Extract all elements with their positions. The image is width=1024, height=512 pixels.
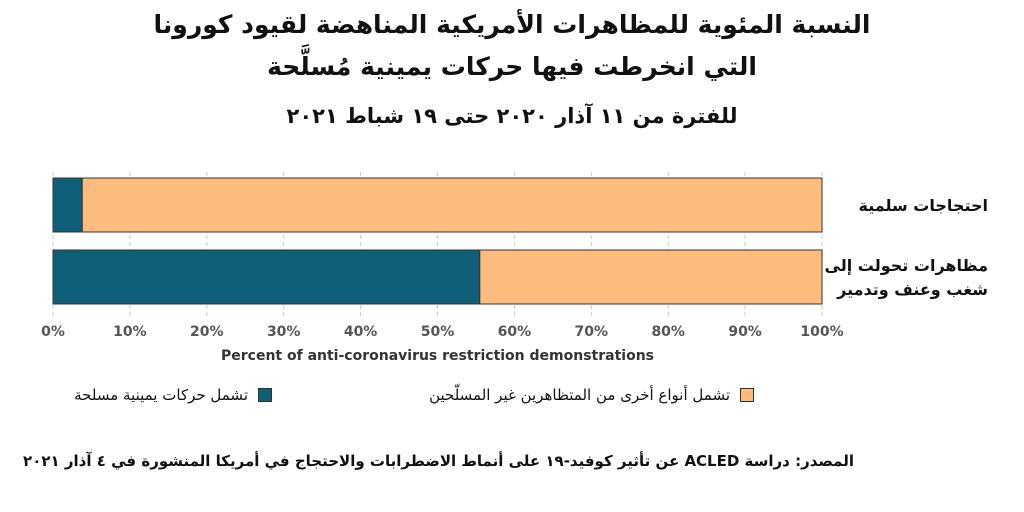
x-tick-label-5: 50% [421, 324, 455, 340]
x-tick-label-2: 20% [190, 324, 224, 340]
category-label-1-line-1: شغب وعنف وتدمير [836, 280, 988, 299]
x-axis-label: Percent of anti-coronavirus restriction … [221, 348, 654, 364]
legend-swatch-armed [258, 388, 272, 402]
bar-0-series-1 [81, 177, 823, 233]
category-label-0-line-0: احتجاجات سلمية [859, 196, 989, 215]
x-tick-label-6: 60% [498, 324, 532, 340]
x-tick-label-4: 40% [344, 324, 378, 340]
legend-item-other: تشمل أنواع أخرى من المتظاهرين غير المسلّ… [429, 386, 754, 404]
bar-1-series-0 [52, 249, 481, 305]
x-tick-label-3: 30% [267, 324, 301, 340]
x-tick-label-10: 100% [800, 324, 843, 340]
x-tick-label-0: 0% [41, 324, 65, 340]
legend-item-armed: تشمل حركات يمينية مسلحة [74, 386, 272, 404]
category-label-1-line-0: مظاهرات تحولت إلى [825, 256, 988, 275]
x-tick-label-9: 90% [728, 324, 762, 340]
legend-label-other: تشمل أنواع أخرى من المتظاهرين غير المسلّ… [429, 386, 730, 404]
bar-0-series-0 [52, 177, 83, 233]
legend-label-armed: تشمل حركات يمينية مسلحة [74, 386, 248, 404]
chart-subtitle: للفترة من ١١ آذار ٢٠٢٠ حتى ١٩ شباط ٢٠٢١ [286, 104, 738, 128]
x-tick-label-7: 70% [575, 324, 609, 340]
chart-title-line2: التي انخرطت فيها حركات يمينية مُسلَّحة [267, 52, 757, 81]
x-tick-label-1: 10% [113, 324, 147, 340]
source-note: المصدر: دراسة ACLED عن تأثير كوفيد-١٩ عل… [23, 452, 854, 470]
bar-1-series-1 [479, 249, 823, 305]
x-tick-label-8: 80% [651, 324, 685, 340]
chart-title-line1: النسبة المئوية للمظاهرات الأمريكية المنا… [153, 10, 871, 39]
legend-swatch-other [740, 388, 754, 402]
